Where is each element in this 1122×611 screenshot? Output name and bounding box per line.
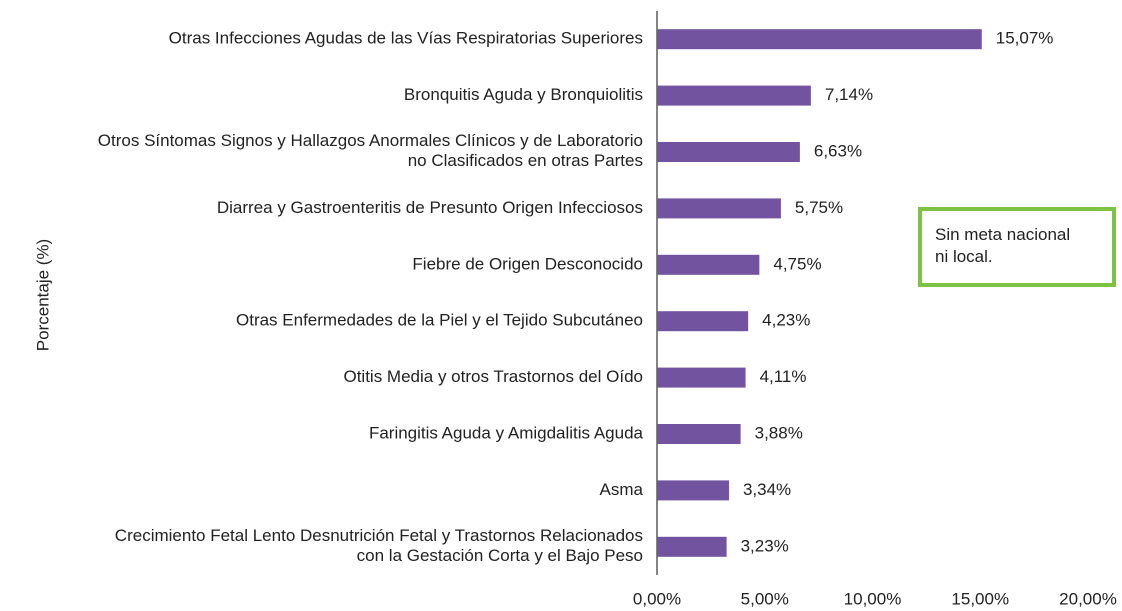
x-tick-label: 0,00%: [633, 589, 681, 608]
y-tick-label: Bronquitis Aguda y Bronquiolitis: [404, 85, 643, 104]
y-tick-label: Crecimiento Fetal Lento Desnutrición Fet…: [115, 526, 643, 565]
bar: [657, 536, 727, 557]
bar: [657, 198, 781, 219]
data-label: 5,75%: [795, 198, 843, 217]
data-label: 15,07%: [996, 29, 1054, 48]
bar: [657, 424, 741, 444]
bar: [657, 311, 749, 332]
x-tick-label: 20,00%: [1059, 589, 1117, 608]
data-label: 6,63%: [814, 141, 862, 160]
y-tick-label: Otras Infecciones Agudas de las Vías Res…: [169, 29, 643, 48]
y-tick-label: Faringitis Aguda y Amigdalitis Aguda: [369, 423, 644, 442]
data-label: 3,23%: [741, 536, 789, 555]
bar: [657, 142, 800, 162]
x-tick-label: 5,00%: [741, 589, 789, 608]
bar: [657, 367, 746, 388]
bar: [657, 480, 729, 501]
annotation: Sin meta nacional ni local.: [935, 225, 1070, 266]
x-tick-label: 15,00%: [951, 589, 1009, 608]
y-tick-label: Fiebre de Origen Desconocido: [412, 254, 643, 273]
y-axis-label: Porcentaje (%): [33, 239, 52, 351]
y-tick-label: Diarrea y Gastroenteritis de Presunto Or…: [217, 198, 643, 217]
data-label: 3,88%: [755, 423, 803, 442]
y-tick-label: Otras Enfermedades de la Piel y el Tejid…: [236, 311, 643, 330]
data-label: 7,14%: [825, 85, 873, 104]
y-tick-label: Otitis Media y otros Trastornos del Oído: [343, 367, 643, 386]
y-tick-label: Asma: [600, 480, 644, 499]
x-tick-label: 10,00%: [844, 589, 902, 608]
bar: [657, 254, 760, 275]
data-label: 4,23%: [762, 311, 810, 330]
data-label: 4,75%: [773, 254, 821, 273]
data-label: 3,34%: [743, 480, 791, 499]
y-tick-label: Otros Síntomas Signos y Hallazgos Anorma…: [98, 131, 643, 170]
bar: [657, 85, 811, 106]
annotation-box: [918, 207, 1116, 287]
data-label: 4,11%: [760, 367, 807, 386]
bar: [657, 29, 982, 50]
